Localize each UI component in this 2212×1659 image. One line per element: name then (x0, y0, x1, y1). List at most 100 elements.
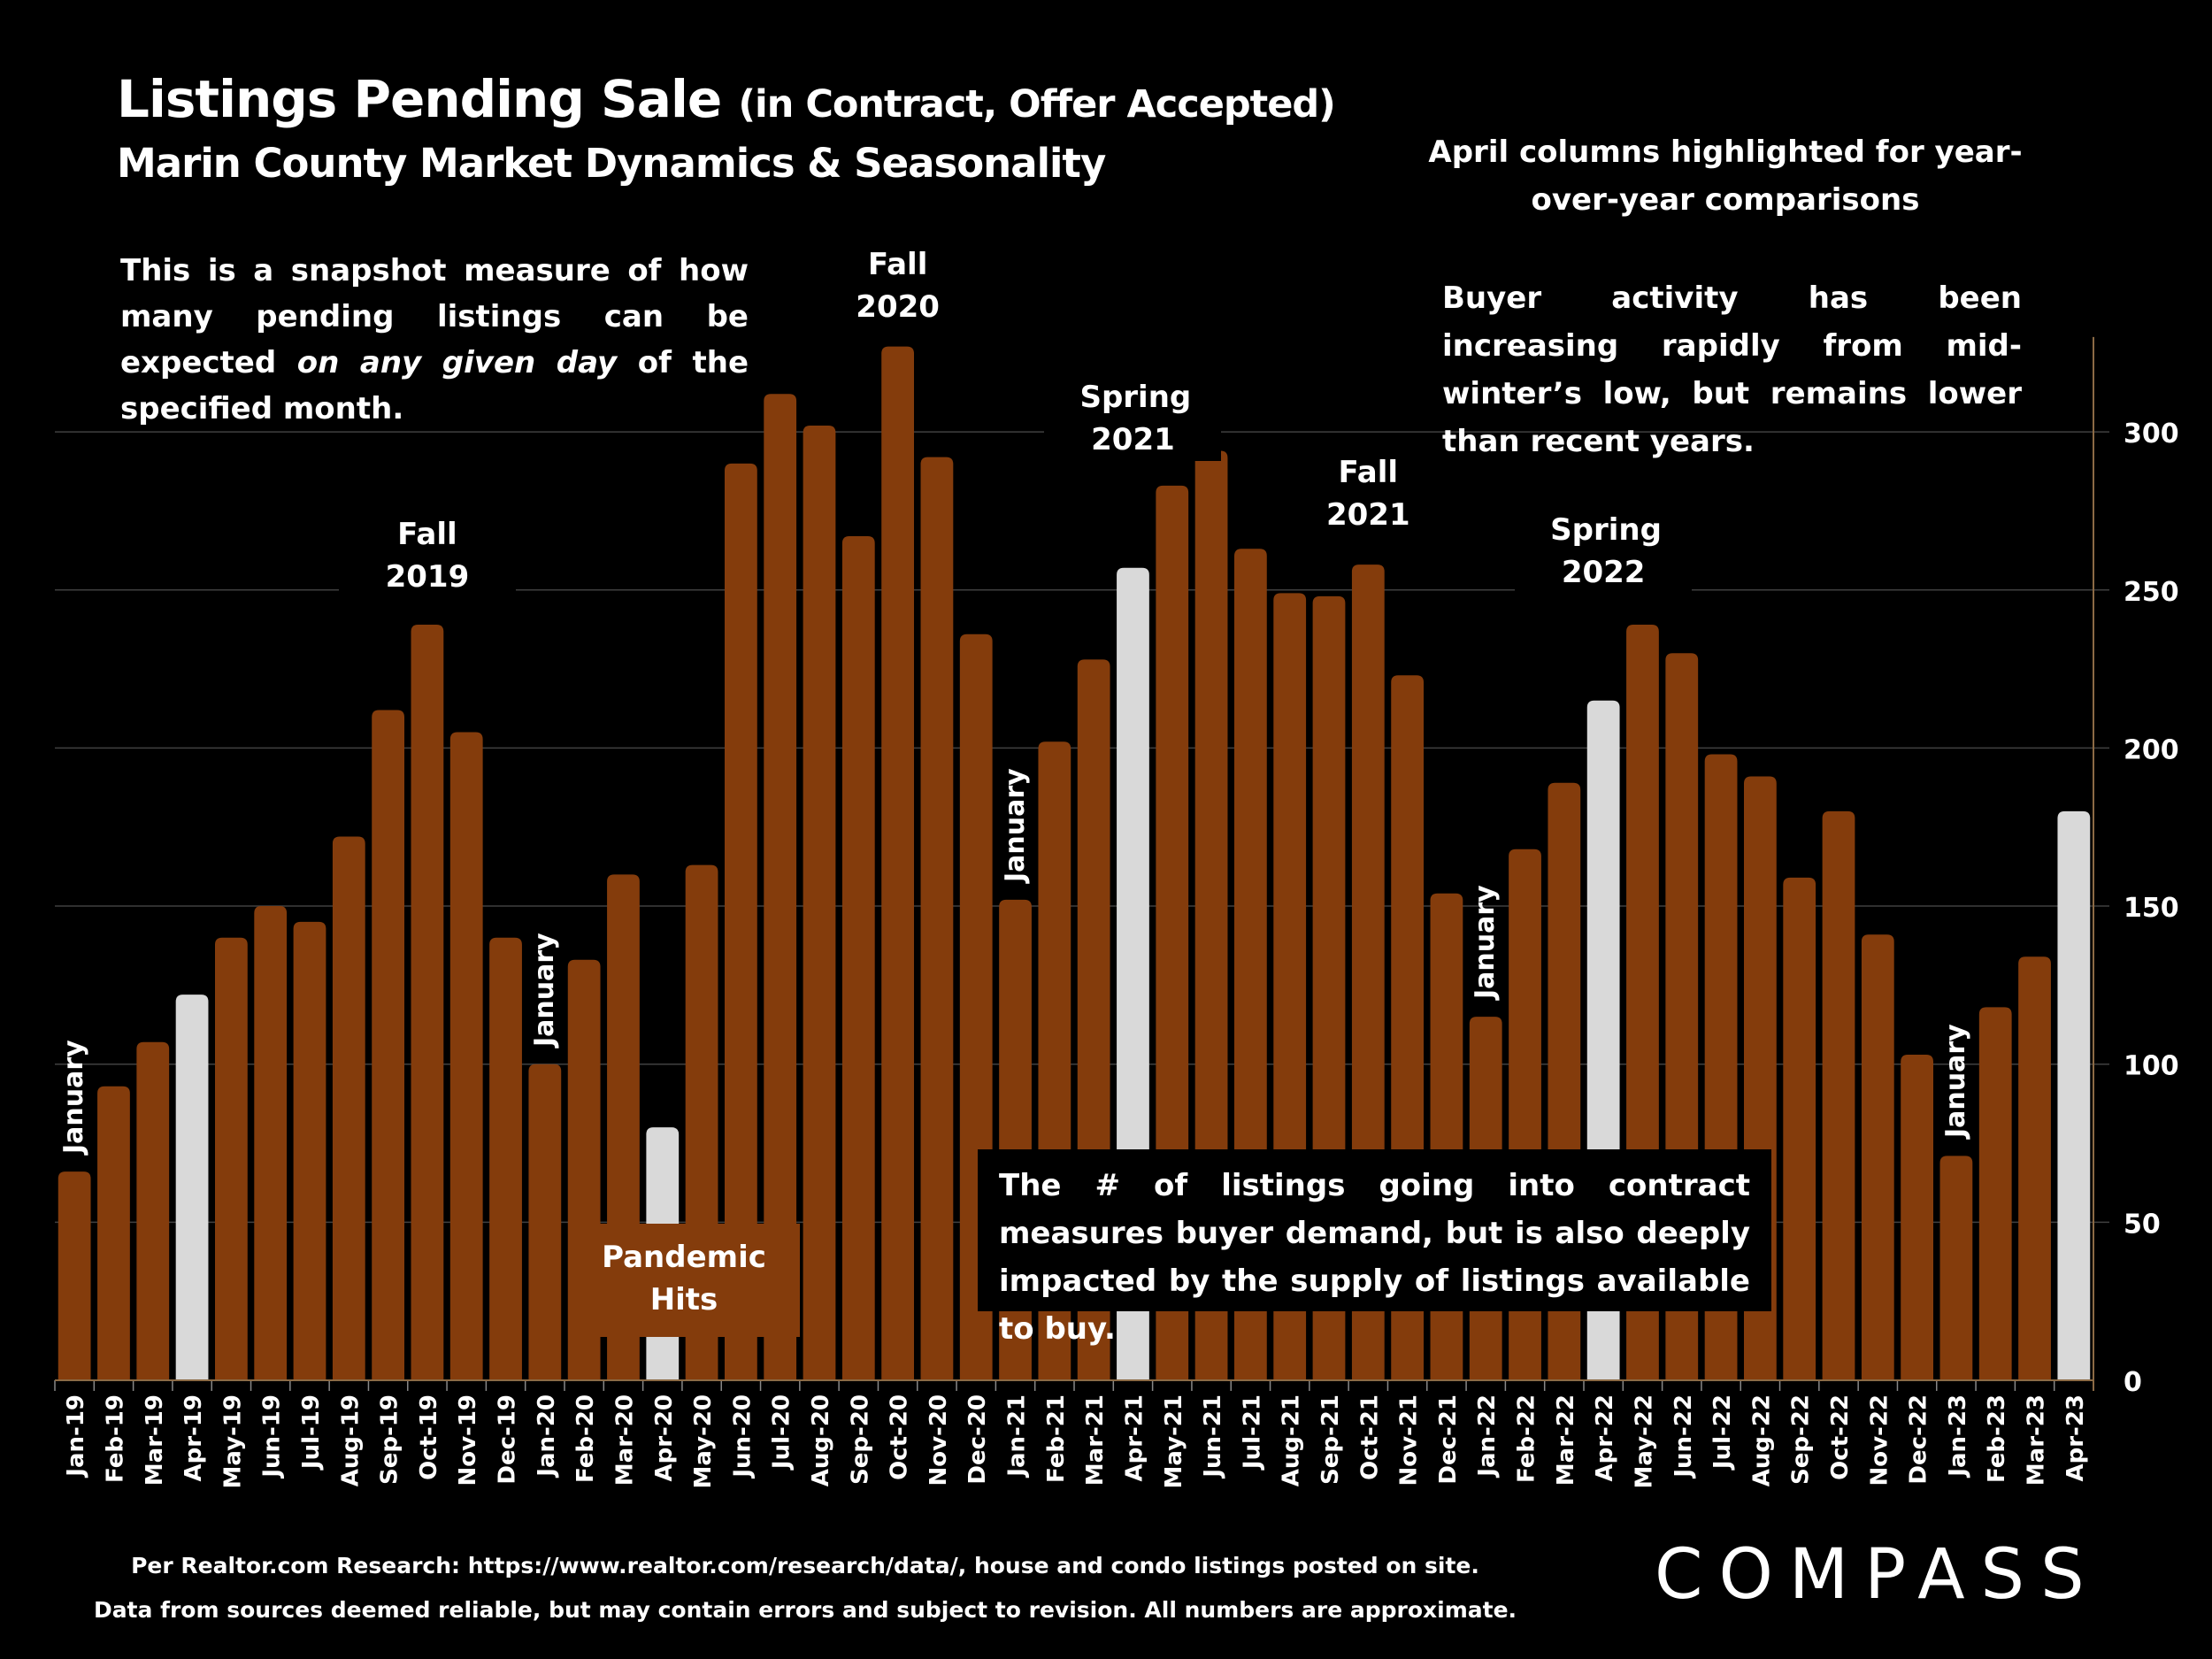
compass-logo: COMPASS (1655, 1535, 2101, 1615)
x-tick-label: Sep-21 (1317, 1394, 1344, 1485)
x-tick-label: Dec-19 (495, 1394, 521, 1485)
x-tick-label: Dec-20 (964, 1394, 991, 1485)
bar-mar-19 (136, 1041, 170, 1380)
april-highlight-note: April columns highlighted for year-over-… (1428, 134, 2023, 218)
x-tick-label: Dec-21 (1435, 1394, 1462, 1485)
bar-jun-20 (724, 463, 757, 1380)
x-tick-label: Feb-20 (572, 1394, 599, 1483)
bar-aug-19 (332, 836, 365, 1380)
season-label-line-1: Spring (1550, 512, 1662, 548)
supply-demand-annotation: The # of listings going into contract me… (978, 1149, 1771, 1347)
season-label-spring-2021: Spring 2021 (1044, 376, 1222, 461)
x-tick-label: Oct-20 (887, 1394, 913, 1480)
season-label-fall-2021: Fall 2021 (1279, 451, 1457, 536)
x-tick-label: Sep-22 (1788, 1394, 1815, 1485)
y-tick-label: 250 (2124, 577, 2179, 608)
bar-nov-20 (920, 457, 954, 1380)
bar-nov-19 (449, 732, 483, 1380)
bar-dec-22 (1901, 1054, 1934, 1380)
x-tick-label: Mar-20 (611, 1394, 638, 1486)
bar-feb-19 (97, 1086, 130, 1380)
y-tick-label: 100 (2124, 1051, 2179, 1082)
footer-line-2: Data from sources deemed reliable, but m… (93, 1597, 1517, 1623)
january-label-jan-20: January (528, 932, 560, 1047)
x-tick-label: May-22 (1631, 1394, 1657, 1489)
x-tick-label: Apr-19 (180, 1394, 207, 1482)
x-tick-label: Nov-20 (926, 1394, 952, 1486)
x-tick-label: Jan-20 (534, 1394, 560, 1479)
season-label-spring-2022: Spring 2022 (1515, 509, 1693, 594)
season-label-line-2: 2020 (856, 289, 940, 325)
x-tick-label: Nov-19 (455, 1394, 481, 1486)
y-tick-labels: 0 50 100 150 200 250 300 (2124, 419, 2179, 1398)
x-tick-label: May-19 (219, 1394, 246, 1489)
y-tick-label: 50 (2124, 1209, 2161, 1240)
bar-oct-22 (1822, 810, 1855, 1380)
snapshot-note-text-2: of the specified month. (120, 345, 749, 426)
january-label-jan-22: January (1470, 885, 1502, 1000)
x-tick-label: Aug-19 (337, 1394, 364, 1486)
season-label-fall-2019: Fall 2019 (338, 513, 516, 598)
x-tick-label: Jan-21 (1004, 1394, 1031, 1479)
season-label-line-1: Fall (397, 517, 457, 552)
snapshot-note: This is a snapshot measure of how many p… (120, 248, 749, 432)
x-tick-label: Aug-21 (1279, 1394, 1305, 1486)
bar-apr-23 (2057, 810, 2091, 1380)
season-label-line-2: 2019 (385, 559, 470, 595)
bar-jun-21 (1194, 450, 1228, 1381)
pandemic-line-1: Pandemic (602, 1240, 766, 1275)
x-tick-label: Jan-19 (63, 1394, 89, 1479)
x-tick-label: Dec-22 (1906, 1394, 1932, 1485)
x-tick-labels: Jan-19 Feb-19 Mar-19 Apr-19 May-19 Jun-19 Jul-… (63, 1394, 2089, 1489)
y-tick-label: 0 (2124, 1367, 2142, 1398)
january-label-jan-21: January (999, 768, 1031, 882)
x-tick-label: Nov-21 (1396, 1394, 1423, 1486)
x-tick-label: Mar-23 (2024, 1394, 2050, 1486)
bar-jan-19 (58, 1171, 91, 1380)
season-label-line-1: Fall (867, 247, 928, 282)
x-tick-label: Jan-23 (1945, 1394, 1971, 1479)
x-tick-label: Sep-19 (377, 1394, 403, 1485)
bar-oct-19 (411, 625, 444, 1380)
snapshot-note-text-1: This is a snapshot measure of how many p… (120, 253, 749, 380)
bar-mar-23 (2018, 956, 2051, 1380)
x-tick-label: Jul-22 (1709, 1394, 1736, 1471)
x-tick-label: Jul-20 (769, 1394, 795, 1471)
buyer-activity-note: Buyer activity has been increasing rapid… (1442, 280, 2022, 459)
x-tick-label: Oct-21 (1356, 1394, 1383, 1480)
x-tick-label: Feb-22 (1514, 1394, 1540, 1483)
x-tick-label: May-20 (690, 1394, 717, 1489)
bar-aug-20 (803, 425, 836, 1381)
bar-may-19 (214, 937, 248, 1380)
bar-jul-20 (764, 394, 797, 1380)
footer-source: Per Realtor.com Research: https://www.re… (53, 1544, 1557, 1632)
january-label-jan-19: January (58, 1040, 90, 1155)
x-tick-label: Apr-21 (1121, 1394, 1148, 1482)
x-tick-label: Jul-21 (1239, 1394, 1265, 1471)
chart-title: Listings Pending Sale (in Contract, Offe… (117, 69, 1336, 129)
x-tick-label: Feb-21 (1043, 1394, 1070, 1483)
chart-subtitle: Marin County Market Dynamics & Seasonali… (117, 140, 1106, 187)
bar-nov-22 (1861, 934, 1894, 1380)
x-tick-label: Jan-22 (1474, 1394, 1501, 1479)
season-label-line-2: 2021 (1325, 497, 1410, 533)
season-label-line-1: Fall (1338, 455, 1399, 490)
x-tick-label: Jun-22 (1671, 1394, 1697, 1479)
y-tick-label: 150 (2124, 893, 2179, 924)
x-tick-label: Jul-19 (298, 1394, 325, 1471)
x-tick-label: Feb-23 (1984, 1394, 2010, 1483)
season-label-line-2: 2021 (1091, 422, 1175, 457)
x-tick-label: Apr-23 (2062, 1394, 2089, 1482)
bar-jan-20 (528, 1064, 562, 1380)
x-tick-label: May-21 (1161, 1394, 1187, 1489)
axes (54, 336, 2094, 1391)
season-label-line-2: 2022 (1561, 555, 1646, 590)
x-tick-label: Mar-19 (142, 1394, 168, 1486)
title-parenthetical: (in Contract, Offer Accepted) (738, 82, 1335, 127)
pandemic-hits-annotation: Pandemic Hits (568, 1224, 800, 1337)
x-tick-label: Jun-21 (1200, 1394, 1226, 1479)
y-tick-label: 200 (2124, 734, 2179, 765)
bar-apr-19 (175, 995, 209, 1380)
x-tick-label: Nov-22 (1866, 1394, 1893, 1486)
